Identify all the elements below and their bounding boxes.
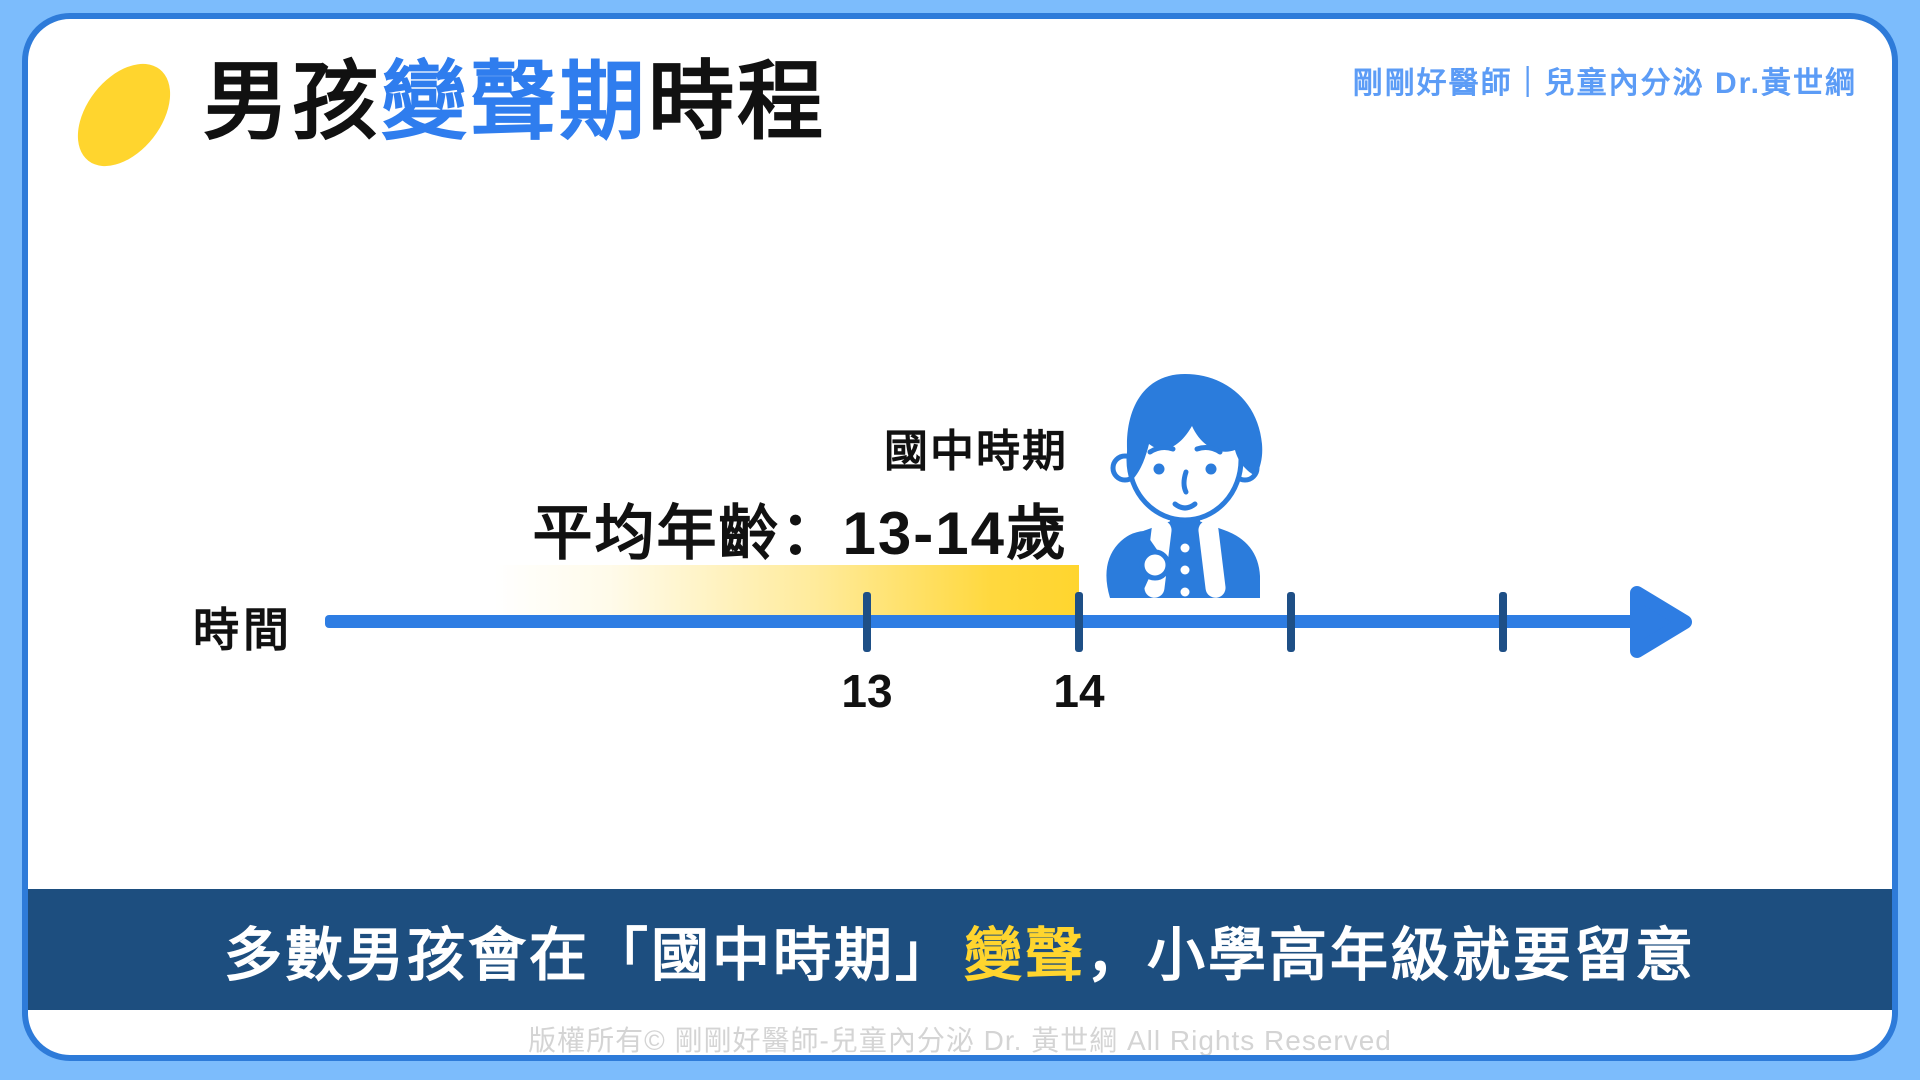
title-bullet-icon xyxy=(59,46,189,184)
tick-unlabeled-1 xyxy=(1287,592,1295,652)
key-message-text: 多數男孩會在「國中時期」 變聲，小學高年級就要留意 xyxy=(224,908,1696,992)
brand-byline: 剛剛好醫師｜兒童內分泌 Dr.黃世綱 xyxy=(1352,67,1857,100)
page-title-part1: 男孩 xyxy=(203,54,381,150)
page-title-highlight: 變聲期 xyxy=(381,54,648,150)
tick-unlabeled-2 xyxy=(1499,592,1507,652)
highlight-gradient-band xyxy=(494,565,1079,615)
average-age-label: 平均年齡：13-14歲 xyxy=(532,500,1068,567)
page-title: 男孩變聲期時程 xyxy=(203,49,826,157)
tick-13 xyxy=(863,592,871,652)
key-message-banner: 多數男孩會在「國中時期」 變聲，小學高年級就要留意 xyxy=(28,889,1892,1010)
key-message-after: ，小學高年級就要留意 xyxy=(1086,922,1697,988)
period-label: 國中時期 xyxy=(884,427,1068,476)
time-axis-label: 時間 xyxy=(193,604,293,656)
key-message-before: 多數男孩會在「國中時期」 xyxy=(223,922,956,988)
student-boy-icon xyxy=(1106,374,1263,598)
infographic-card: 男孩變聲期時程 剛剛好醫師｜兒童內分泌 Dr.黃世綱 國中時期 平均年齡：13-… xyxy=(22,13,1898,1061)
page-title-part2: 時程 xyxy=(648,54,826,150)
tick-label-13: 13 xyxy=(841,665,893,717)
copyright-text: 版權所有© 剛剛好醫師-兒童內分泌 Dr. 黃世綱 All Rights Res… xyxy=(528,1025,1392,1056)
axis-arrow-icon xyxy=(1630,586,1692,658)
tick-label-14: 14 xyxy=(1053,665,1105,717)
key-message-highlight: 變聲 xyxy=(963,922,1086,988)
tick-14 xyxy=(1075,592,1083,652)
timeline-axis xyxy=(325,615,1655,628)
